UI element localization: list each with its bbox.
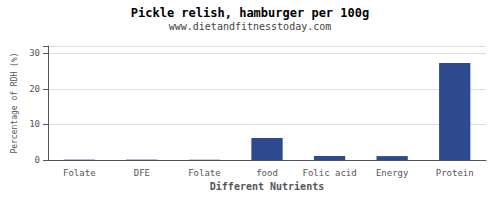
svg-text:DFE: DFE xyxy=(134,168,150,178)
svg-text:Percentage of RDH (%): Percentage of RDH (%) xyxy=(10,52,19,153)
svg-text:Pickle relish, hamburger per 1: Pickle relish, hamburger per 100g xyxy=(131,6,369,20)
svg-text:Folate: Folate xyxy=(63,168,96,178)
svg-text:30: 30 xyxy=(29,48,40,58)
svg-text:0: 0 xyxy=(35,155,40,165)
svg-text:Energy: Energy xyxy=(376,168,409,178)
svg-text:Different Nutrients: Different Nutrients xyxy=(210,181,324,192)
svg-text:Folate: Folate xyxy=(188,168,221,178)
svg-text:food: food xyxy=(256,168,278,178)
svg-text:www.dietandfitnesstoday.com: www.dietandfitnesstoday.com xyxy=(169,21,332,32)
svg-text:10: 10 xyxy=(29,119,40,129)
svg-text:20: 20 xyxy=(29,84,40,94)
svg-text:Folic acid: Folic acid xyxy=(302,168,356,178)
svg-text:Protein: Protein xyxy=(436,168,474,178)
